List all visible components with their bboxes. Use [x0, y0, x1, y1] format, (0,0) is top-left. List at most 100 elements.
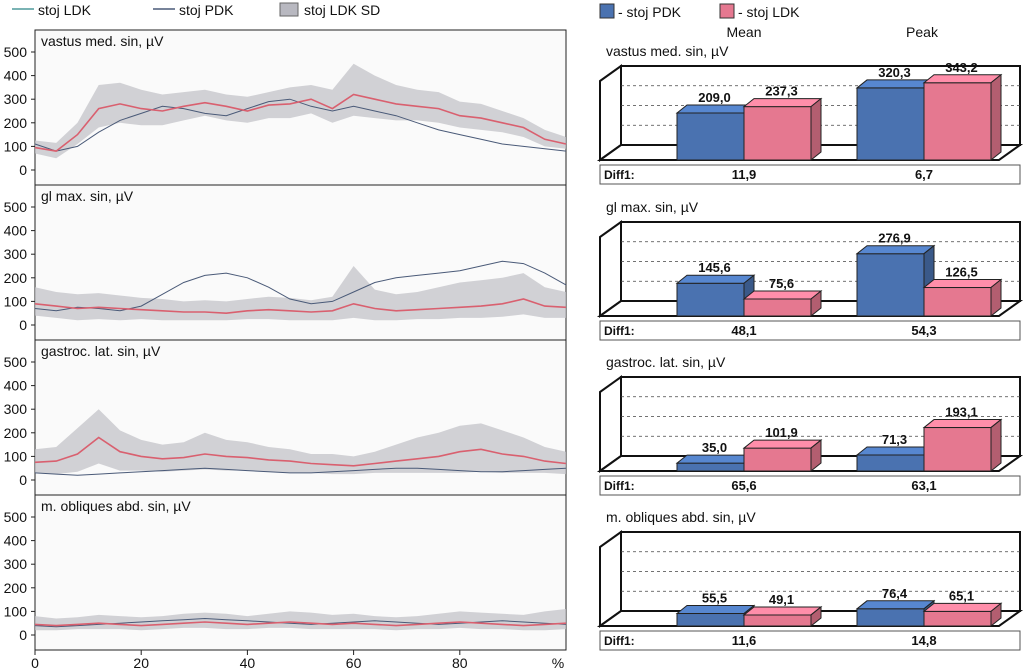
- panel-title: gastroc. lat. sin, µV: [41, 343, 161, 359]
- diff-row: [599, 475, 1021, 496]
- bar-top: [675, 605, 756, 615]
- bar-side: [810, 289, 822, 318]
- y-tick-label: 0: [19, 317, 27, 333]
- legend-label: stoj LDK: [38, 2, 92, 18]
- series-line-ldk: [34, 621, 567, 627]
- bar-ldk: 126,5: [922, 265, 1003, 318]
- bar-front: [923, 427, 992, 472]
- bar-value-label: 276,9: [878, 231, 911, 246]
- y-tick-label: 0: [19, 472, 27, 488]
- diff-value: 54,3: [911, 323, 936, 338]
- legend-swatch-bar: [599, 3, 615, 19]
- bar-value-label: 193,1: [945, 405, 978, 420]
- bar-front: [856, 454, 925, 472]
- diff-value: 6,7: [915, 167, 933, 182]
- bar-side: [810, 439, 822, 473]
- bar-top: [922, 602, 1003, 612]
- diff-row: [599, 164, 1021, 185]
- bar-front: [743, 298, 812, 317]
- column-header-peak: Peak: [906, 24, 939, 40]
- x-tick-label: 0: [31, 655, 39, 671]
- bar-side: [810, 605, 822, 628]
- bar-front: [923, 287, 992, 317]
- bar-value-label: 55,5: [702, 591, 727, 606]
- side-wall: [599, 375, 622, 473]
- bar-top: [742, 290, 823, 300]
- y-tick-label: 300: [4, 91, 28, 107]
- bar-top: [922, 279, 1003, 289]
- bar-ldk: 65,1: [922, 588, 1003, 628]
- side-wall: [599, 530, 622, 628]
- side-wall: [599, 64, 622, 162]
- bar-top: [922, 419, 1003, 429]
- bar-value-label: 126,5: [945, 265, 978, 280]
- series-line-ldk: [34, 93, 567, 152]
- y-tick-label: 200: [4, 115, 28, 131]
- bar-side: [990, 73, 1002, 162]
- diff-label: Diff1:: [604, 479, 635, 493]
- x-tick-label: 80: [452, 655, 468, 671]
- y-tick-label: 500: [4, 354, 28, 370]
- bar-top: [855, 245, 936, 255]
- y-tick-label: 400: [4, 223, 28, 239]
- y-tick-label: 300: [4, 556, 28, 572]
- y-tick-label: 100: [4, 138, 28, 154]
- series-line-pdk: [34, 467, 567, 476]
- legend-label: - stoj LDK: [738, 4, 800, 20]
- bar-value-label: 145,6: [698, 260, 731, 275]
- series-line-ldk: [34, 298, 567, 315]
- bar-front: [923, 82, 992, 161]
- legend-label: stoj PDK: [179, 2, 234, 18]
- bar-value-label: 320,3: [878, 65, 911, 80]
- bar-front: [676, 282, 745, 317]
- y-tick-label: 500: [4, 44, 28, 60]
- bar-front: [856, 253, 925, 317]
- bar-pdk: 35,0: [675, 440, 756, 473]
- legend-swatch-sd: [279, 2, 299, 17]
- series-line-pdk: [34, 260, 567, 312]
- panel-title: m. obliques abd. sin, µV: [41, 498, 191, 514]
- bar-ldk: 237,3: [742, 84, 823, 162]
- bar-front: [923, 610, 992, 627]
- bar-top: [675, 454, 756, 464]
- bar-panel: gl max. sin, µV 145,6 75,6 276,9 126,5 Diff1:…: [596, 199, 1024, 341]
- series-line-ldk: [34, 436, 567, 467]
- y-tick-label: 0: [19, 627, 27, 643]
- legend-left: stoj LDK stoj PDK stoj LDK SD: [12, 2, 380, 18]
- y-tick-label: 100: [4, 448, 28, 464]
- bar-value-label: 237,3: [765, 84, 798, 99]
- x-tick-label: 40: [240, 655, 256, 671]
- bar-side: [810, 97, 822, 162]
- bar-side: [990, 278, 1002, 318]
- bar-side: [990, 418, 1002, 473]
- bar-panel-title: gl max. sin, µV: [606, 199, 699, 215]
- bar-panel-title: vastus med. sin, µV: [606, 43, 729, 59]
- bar-top: [742, 98, 823, 108]
- panel-title: gl max. sin, µV: [41, 188, 134, 204]
- column-header-mean: Mean: [726, 24, 761, 40]
- bar-front: [676, 613, 745, 627]
- diff-row: [599, 630, 1021, 651]
- diff-row: [599, 320, 1021, 341]
- bar-front: [856, 87, 925, 161]
- y-tick-label: 500: [4, 509, 28, 525]
- bar-value-label: 75,6: [769, 276, 794, 291]
- y-tick-label: 200: [4, 270, 28, 286]
- sd-band: [35, 63, 566, 159]
- bar-ldk: 193,1: [922, 405, 1003, 473]
- bar-value-label: 76,4: [882, 586, 908, 601]
- y-tick-label: 100: [4, 603, 28, 619]
- diff-label: Diff1:: [604, 168, 635, 182]
- bar-front: [856, 608, 925, 627]
- bar-top: [675, 104, 756, 114]
- y-tick-label: 300: [4, 246, 28, 262]
- bar-panel-title: gastroc. lat. sin, µV: [606, 354, 726, 370]
- bar-side: [990, 602, 1002, 628]
- bar-top: [742, 439, 823, 449]
- y-tick-label: 0: [19, 162, 27, 178]
- line-panel: 0 100 200 300 400 500 gastroc. lat. sin, µV: [4, 339, 567, 496]
- bar-top: [922, 74, 1003, 84]
- x-unit-label: %: [552, 655, 564, 671]
- series-line-pdk: [34, 98, 567, 152]
